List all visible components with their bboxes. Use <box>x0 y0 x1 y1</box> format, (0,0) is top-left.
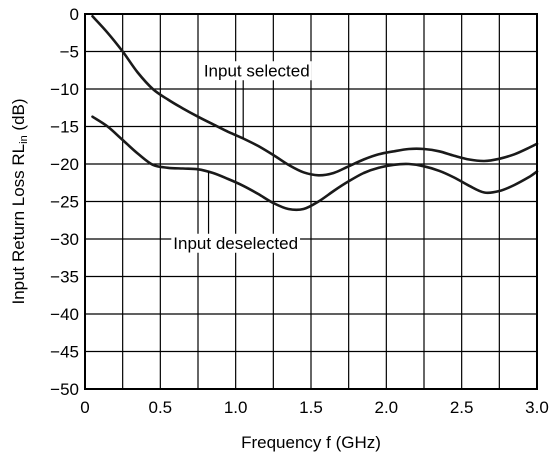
y-tick-label-8: −40 <box>50 305 79 324</box>
tick-label-layer: 0 0.5 1.0 1.5 2.0 2.5 3.0 0 −5 −10 −15 −20 −25 −30 −35… <box>50 5 549 417</box>
y-tick-label-10: −50 <box>50 380 79 399</box>
series-line-0 <box>91 15 539 177</box>
annotation-bg-1 <box>171 233 301 253</box>
x-tick-label-6: 3.0 <box>525 398 549 417</box>
annotation-label-0: Input selected <box>204 61 310 80</box>
y-tick-label-7: −35 <box>50 268 79 287</box>
annotation-layer: Input selected Input deselected <box>171 61 312 253</box>
x-tick-label-1: 0.5 <box>149 398 173 417</box>
x-axis-label: Frequency f (GHz) <box>241 433 381 452</box>
y-axis-label-main: Input Return Loss RL <box>9 144 28 305</box>
y-tick-label-6: −30 <box>50 230 79 249</box>
x-tick-label-5: 2.5 <box>450 398 474 417</box>
y-tick-label-0: 0 <box>70 5 79 24</box>
y-tick-label-2: −10 <box>50 80 79 99</box>
y-tick-label-3: −15 <box>50 118 79 137</box>
x-tick-label-2: 1.0 <box>224 398 248 417</box>
y-axis-label: Input Return Loss RLin (dB) <box>9 98 30 304</box>
series-layer <box>91 15 539 212</box>
y-tick-label-9: −45 <box>50 343 79 362</box>
plot-frame <box>84 13 538 390</box>
y-tick-label-5: −25 <box>50 193 79 212</box>
y-tick-label-1: −5 <box>60 43 79 62</box>
annotation-label-1: Input deselected <box>173 234 298 253</box>
x-tick-label-3: 1.5 <box>299 398 323 417</box>
y-tick-label-4: −20 <box>50 155 79 174</box>
y-axis-label-subscript: in <box>18 135 30 144</box>
annotation-bg-0 <box>201 61 312 81</box>
x-tick-label-0: 0 <box>80 398 89 417</box>
series-line-1 <box>91 115 539 212</box>
y-axis-label-unit: (dB) <box>9 98 28 135</box>
x-tick-label-4: 2.0 <box>375 398 399 417</box>
